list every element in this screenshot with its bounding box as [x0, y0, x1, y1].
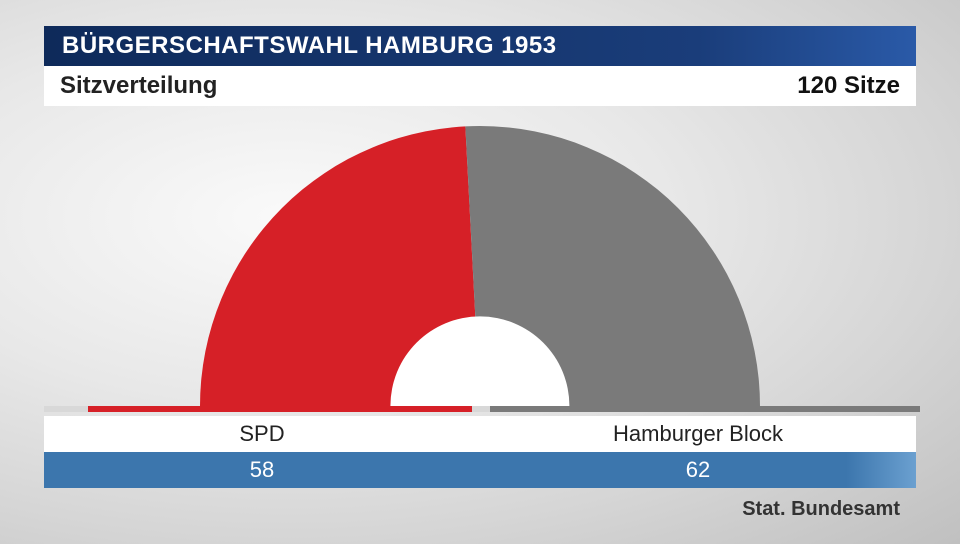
- legend-seats-row: 58 62: [44, 452, 916, 488]
- title-bar: BÜRGERSCHAFTSWAHL HAMBURG 1953: [44, 26, 916, 66]
- legend-label-hamburger-block: Hamburger Block: [480, 416, 916, 452]
- root: BÜRGERSCHAFTSWAHL HAMBURG 1953 Sitzverte…: [0, 0, 960, 544]
- subtitle-left: Sitzverteilung: [60, 72, 217, 100]
- subtitle-right: 120 Sitze: [797, 72, 900, 100]
- legend-underline-spd: [88, 406, 472, 412]
- hemicycle-chart: [44, 118, 916, 406]
- legend-labels-row: SPD Hamburger Block: [44, 416, 916, 452]
- legend-seats-spd: 58: [44, 452, 480, 488]
- source-label: Stat. Bundesamt: [742, 498, 900, 521]
- hemicycle: [200, 126, 760, 406]
- legend-label-spd: SPD: [44, 416, 480, 452]
- subtitle-bar: Sitzverteilung 120 Sitze: [44, 66, 916, 106]
- legend-seats-hamburger-block: 62: [480, 452, 916, 488]
- legend-underline-hamburger-block: [490, 406, 920, 412]
- page-title: BÜRGERSCHAFTSWAHL HAMBURG 1953: [62, 32, 557, 60]
